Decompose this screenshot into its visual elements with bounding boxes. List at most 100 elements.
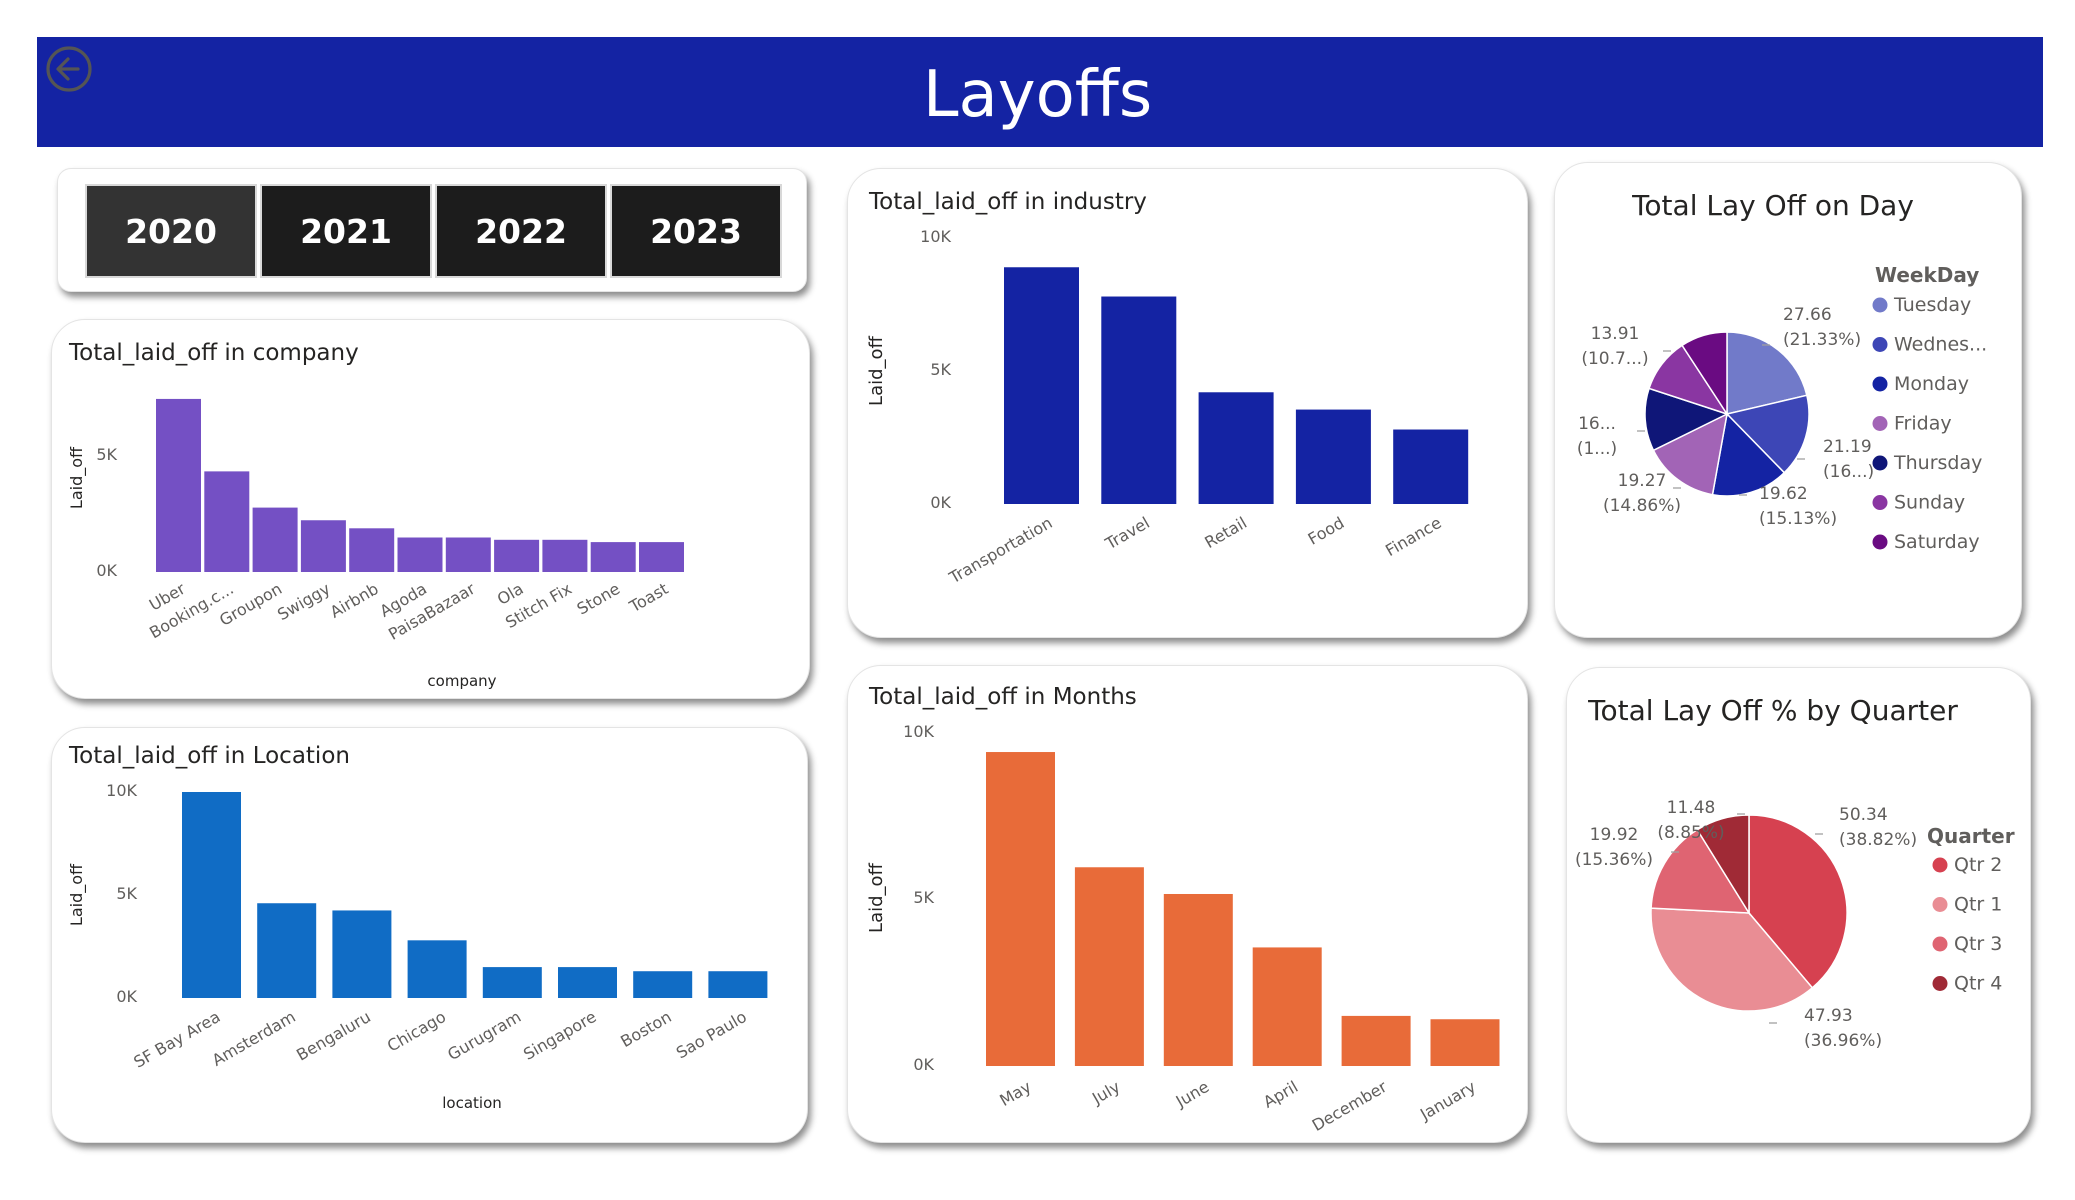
quarter-legend-item[interactable]: Qtr 3 bbox=[1954, 933, 2002, 955]
company-bar[interactable] bbox=[397, 537, 443, 573]
company-bar[interactable] bbox=[300, 520, 346, 572]
company-y-tick-0: 0K bbox=[96, 561, 117, 580]
industry-bar[interactable] bbox=[1393, 429, 1469, 504]
months-y-tick-0: 0K bbox=[913, 1055, 934, 1074]
year-button-2020[interactable]: 2020 bbox=[85, 184, 257, 278]
quarter-data-label-value: 50.34 bbox=[1839, 805, 1888, 825]
months-x-tick-label: January bbox=[1416, 1077, 1479, 1124]
quarter-pie-slice[interactable] bbox=[1748, 814, 1848, 989]
industry-x-tick-label: Finance bbox=[1382, 513, 1445, 560]
quarter-pie-slice[interactable] bbox=[1696, 814, 1750, 916]
company-bar[interactable] bbox=[204, 471, 250, 572]
industry-bar[interactable] bbox=[1198, 392, 1274, 504]
months-bar[interactable] bbox=[1163, 893, 1233, 1066]
year-button-2023[interactable]: 2023 bbox=[610, 184, 782, 278]
quarter-pie-slice[interactable] bbox=[1650, 907, 1814, 1012]
day-pie-slice[interactable] bbox=[1681, 331, 1728, 417]
day-legend-marker bbox=[1872, 416, 1888, 431]
company-bar-chart[interactable]: Total_laid_off in company Laid_off compa… bbox=[52, 320, 809, 698]
year-slicer: 2020 2021 2022 2023 bbox=[57, 168, 807, 292]
day-legend-item[interactable]: Wednes... bbox=[1894, 334, 1987, 356]
quarter-pie-slice[interactable] bbox=[1650, 828, 1751, 914]
company-bar[interactable] bbox=[590, 542, 636, 572]
year-button-2022[interactable]: 2022 bbox=[435, 184, 607, 278]
quarter-legend-item[interactable]: Qtr 2 bbox=[1954, 854, 2002, 876]
company-y-axis-label: Laid_off bbox=[67, 446, 87, 509]
months-bar[interactable] bbox=[1430, 1019, 1500, 1066]
company-bar[interactable] bbox=[639, 542, 684, 572]
quarter-data-label-percent: (15.36%) bbox=[1575, 850, 1653, 870]
industry-chart-title: Total_laid_off in industry bbox=[868, 189, 1147, 215]
industry-bar[interactable] bbox=[1004, 267, 1079, 504]
months-chart-title: Total_laid_off in Months bbox=[868, 684, 1137, 710]
quarter-data-label-value: 47.93 bbox=[1804, 1006, 1853, 1026]
day-legend-item[interactable]: Sunday bbox=[1894, 492, 1965, 514]
company-bar[interactable] bbox=[494, 539, 540, 572]
location-y-tick-0: 0K bbox=[116, 987, 137, 1006]
months-x-tick-label: December bbox=[1309, 1077, 1391, 1135]
quarter-legend-marker bbox=[1932, 976, 1948, 991]
industry-x-tick-label: Travel bbox=[1101, 513, 1153, 554]
weekday-pie-chart[interactable]: Total Lay Off on Day WeekDay 27.66 (21.33… bbox=[1555, 163, 2021, 637]
location-x-tick-label: Gurugram bbox=[444, 1007, 524, 1064]
day-legend-item[interactable]: Tuesday bbox=[1893, 294, 1971, 316]
industry-x-tick-label: Food bbox=[1305, 513, 1348, 549]
day-data-label-value: 16... bbox=[1578, 414, 1616, 434]
quarter-legend-marker bbox=[1932, 857, 1948, 873]
day-data-label-percent: (15.13%) bbox=[1759, 509, 1837, 529]
quarter-pie-chart[interactable]: Total Lay Off % by Quarter Quarter 50.34… bbox=[1567, 668, 2030, 1142]
day-legend-item[interactable]: Friday bbox=[1894, 413, 1952, 435]
location-bar-chart[interactable]: Total_laid_off in Location Laid_off loca… bbox=[52, 728, 807, 1142]
location-bar[interactable] bbox=[708, 971, 768, 998]
page-title: Layoffs bbox=[922, 58, 1153, 132]
location-bar[interactable] bbox=[182, 792, 241, 998]
company-bar[interactable] bbox=[349, 528, 395, 572]
day-legend-item[interactable]: Thursday bbox=[1893, 452, 1982, 474]
months-bar[interactable] bbox=[1074, 867, 1144, 1066]
day-data-label-percent: (1...) bbox=[1577, 439, 1617, 459]
company-bar[interactable] bbox=[445, 537, 491, 573]
industry-x-tick-label: Retail bbox=[1201, 513, 1250, 552]
company-bar[interactable] bbox=[252, 507, 298, 572]
location-bar[interactable] bbox=[558, 967, 617, 998]
industry-chart-card: Total_laid_off in industry Laid_off 0K 5… bbox=[847, 168, 1528, 638]
day-pie-slice[interactable] bbox=[1725, 394, 1810, 474]
location-bar[interactable] bbox=[482, 967, 542, 998]
day-pie-slice[interactable] bbox=[1711, 412, 1786, 497]
months-x-tick-label: May bbox=[996, 1077, 1034, 1110]
day-legend-item[interactable]: Monday bbox=[1894, 373, 1969, 395]
industry-bar[interactable] bbox=[1295, 409, 1371, 504]
location-y-tick-10k: 10K bbox=[106, 781, 137, 800]
day-legend-marker bbox=[1872, 297, 1888, 313]
industry-bar[interactable] bbox=[1101, 296, 1177, 504]
year-button-2021[interactable]: 2021 bbox=[260, 184, 432, 278]
day-pie-slice[interactable] bbox=[1644, 387, 1729, 452]
location-bar[interactable] bbox=[332, 910, 392, 998]
day-data-label-value: 21.19 bbox=[1823, 437, 1872, 457]
months-bar[interactable] bbox=[1252, 947, 1322, 1066]
day-legend-marker bbox=[1872, 455, 1888, 471]
location-bar[interactable] bbox=[633, 971, 693, 998]
company-chart-card: Total_laid_off in company Laid_off compa… bbox=[51, 319, 810, 699]
company-bar[interactable] bbox=[542, 539, 588, 572]
location-bar[interactable] bbox=[407, 940, 467, 998]
industry-y-tick-10k: 10K bbox=[920, 227, 951, 246]
quarter-legend-item[interactable]: Qtr 1 bbox=[1954, 894, 2002, 916]
day-pie-slice[interactable] bbox=[1652, 412, 1729, 496]
location-x-tick-label: Singapore bbox=[520, 1007, 599, 1064]
quarter-legend-item[interactable]: Qtr 4 bbox=[1954, 973, 2002, 995]
day-pie-slice[interactable] bbox=[1726, 331, 1808, 415]
back-arrow-circle-icon[interactable] bbox=[44, 44, 94, 94]
months-bar[interactable] bbox=[1341, 1015, 1411, 1066]
industry-bar-chart[interactable]: Total_laid_off in industry Laid_off 0K 5… bbox=[848, 169, 1527, 637]
quarter-legend-marker bbox=[1932, 897, 1948, 912]
location-x-tick-label: Sao Paulo bbox=[673, 1007, 750, 1062]
day-data-label-percent: (21.33%) bbox=[1783, 330, 1861, 350]
months-bar[interactable] bbox=[986, 752, 1055, 1066]
company-bar[interactable] bbox=[156, 398, 201, 572]
weekday-pie-card: Total Lay Off on Day WeekDay 27.66 (21.33… bbox=[1554, 162, 2022, 638]
location-x-axis-label: location bbox=[442, 1094, 502, 1112]
day-legend-item[interactable]: Saturday bbox=[1894, 531, 1980, 553]
months-bar-chart[interactable]: Total_laid_off in Months Laid_off 0K 5K … bbox=[848, 666, 1527, 1142]
location-bar[interactable] bbox=[257, 903, 317, 998]
